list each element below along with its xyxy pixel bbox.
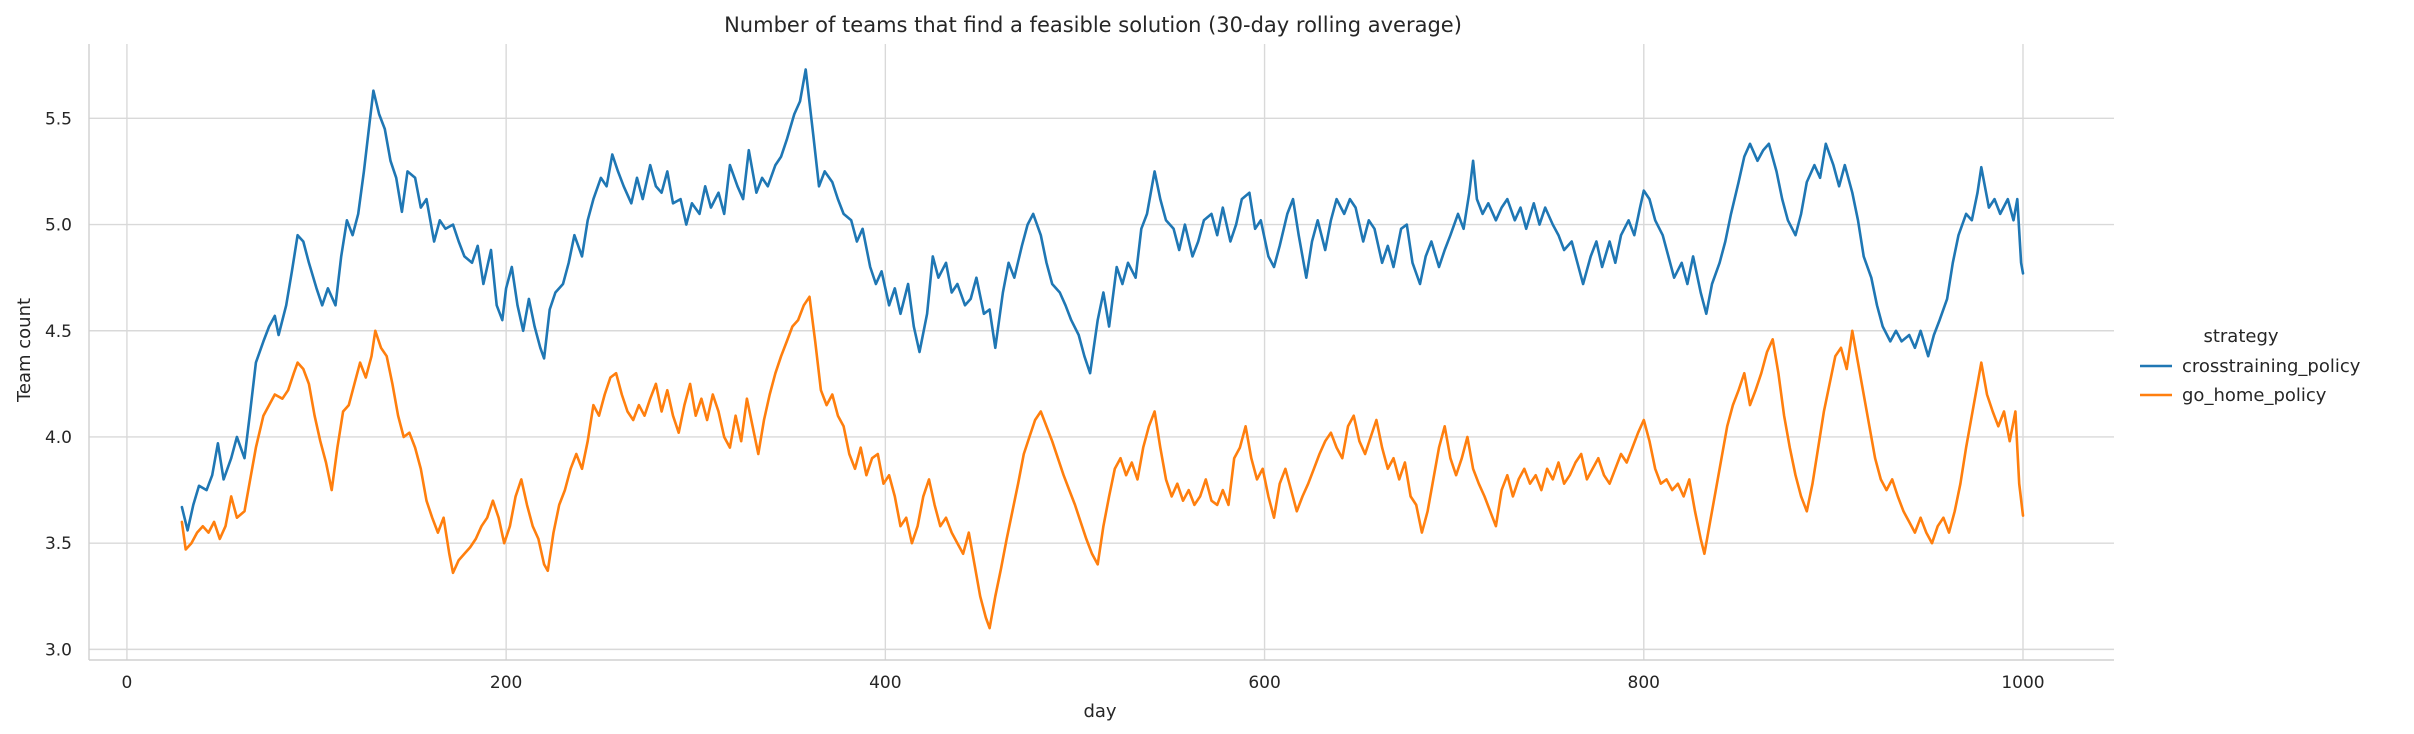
legend-label: crosstraining_policy bbox=[2182, 356, 2361, 377]
series-line-go-home-policy bbox=[180, 295, 2025, 630]
legend: strategy crosstraining_policy go_home_pol… bbox=[2140, 326, 2361, 406]
legend-title: strategy bbox=[2203, 326, 2278, 347]
x-tick-label: 0 bbox=[122, 673, 133, 693]
legend-label: go_home_policy bbox=[2182, 385, 2327, 406]
y-tick-label: 3.5 bbox=[45, 534, 72, 554]
x-tick-label: 400 bbox=[869, 673, 901, 693]
legend-items: crosstraining_policy go_home_policy bbox=[2140, 356, 2361, 406]
x-tick-label: 200 bbox=[490, 673, 522, 693]
y-tick-label: 5.5 bbox=[45, 109, 72, 129]
y-tick-label: 4.5 bbox=[45, 322, 72, 342]
y-tick-label: 3.0 bbox=[45, 640, 72, 660]
series-lines bbox=[180, 68, 2025, 630]
y-axis-label: Team count bbox=[14, 298, 35, 403]
chart-title: Number of teams that find a feasible sol… bbox=[724, 13, 1462, 37]
axes bbox=[88, 44, 2114, 661]
y-tick-label: 4.0 bbox=[45, 428, 72, 448]
x-tick-label: 800 bbox=[1628, 673, 1660, 693]
tick-labels: 0 200 400 600 800 1000 3.0 3.5 4.0 4.5 5.0 5.5 bbox=[45, 109, 2045, 693]
y-tick-label: 5.0 bbox=[45, 216, 72, 236]
x-axis-label: day bbox=[1083, 701, 1116, 722]
grid bbox=[89, 44, 2114, 660]
x-tick-label: 1000 bbox=[2001, 673, 2044, 693]
series-line-crosstraining-policy bbox=[180, 68, 2025, 532]
x-tick-label: 600 bbox=[1248, 673, 1280, 693]
